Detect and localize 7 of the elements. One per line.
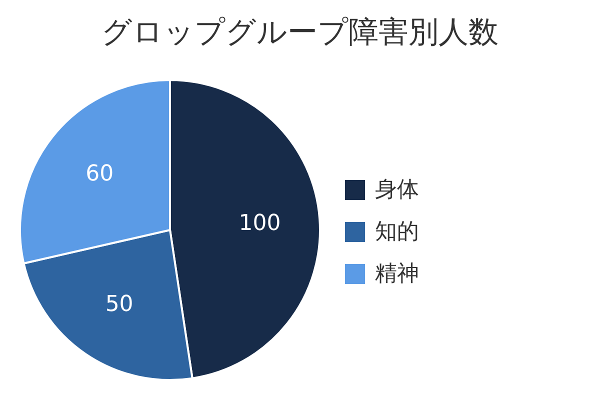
data-label: 60: [86, 161, 114, 186]
data-label: 50: [105, 292, 134, 317]
data-label: 100: [238, 210, 281, 236]
legend-label: 知的: [375, 220, 419, 244]
chart-title: グロップグループ障害別人数: [102, 15, 498, 50]
legend-label: 精神: [375, 262, 419, 286]
legend-label: 身体: [375, 178, 419, 202]
